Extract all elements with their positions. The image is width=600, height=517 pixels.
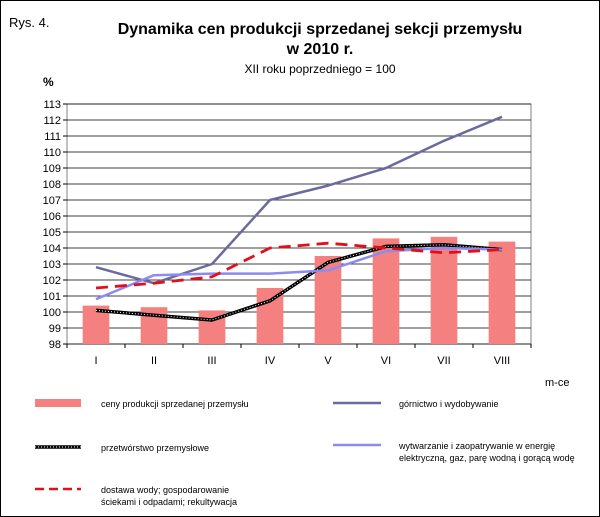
series-line [95, 115, 503, 285]
x-tick-label: VIII [494, 355, 511, 367]
chart-title-line-1: Dynamika cen produkcji sprzedanej sekcji… [117, 21, 523, 38]
legend-label-gornictwo: górnictwo i wydobywanie [399, 399, 499, 409]
y-tick-label: 109 [43, 163, 61, 175]
bar [372, 238, 400, 344]
legend-label-energia-2: elektryczną, gaz, parę wodną i gorącą wo… [399, 453, 575, 463]
chart-title-line-2: w 2010 r. [286, 41, 354, 58]
x-tick-label: VI [381, 355, 391, 367]
legend-label-woda-1: dostawa wody; gospodarowanie [101, 485, 230, 495]
y-tick-label: 113 [43, 99, 61, 111]
y-tick-label: 111 [44, 131, 61, 143]
y-tick-label: 100 [43, 307, 61, 319]
legend-item-energia: wytwarzanie i zaopatrywanie w energię el… [331, 439, 593, 467]
y-tick-label: 103 [43, 259, 61, 271]
legend-label-energia-1: wytwarzanie i zaopatrywanie w energię [399, 441, 556, 451]
x-tick-label: II [151, 355, 157, 367]
y-tick-label: 110 [43, 147, 61, 159]
y-tick-label: 98 [49, 339, 61, 351]
legend-swatch-bar [35, 399, 81, 407]
chart-subtitle: XII roku poprzedniego = 100 [244, 62, 396, 76]
series-line [95, 246, 503, 301]
legend-label-bar: ceny produkcji sprzedanej przemysłu [101, 399, 249, 409]
y-tick-label: 105 [43, 227, 61, 239]
x-tick-label: VII [437, 355, 450, 367]
y-tick-label: 112 [43, 115, 61, 127]
series-line [95, 241, 503, 290]
legend-label-woda-2: ściekami i odpadami; rekultywacja [101, 497, 238, 507]
x-tick-label: I [94, 355, 97, 367]
legend-label-przetworstwo: przetwórstwo przemysłowe [101, 443, 210, 453]
x-tick-label: V [324, 355, 332, 367]
series-line [95, 243, 503, 322]
legend-item-bar: ceny produkcji sprzedanej przemysłu [31, 397, 291, 413]
legend-item-woda: dostawa wody; gospodarowanie ściekami i … [31, 483, 291, 511]
y-tick-label: 101 [43, 291, 61, 303]
x-tick-label: IV [265, 355, 276, 367]
bar [488, 241, 516, 344]
plot-frame [66, 103, 532, 345]
figure-label: Rys. 4. [9, 15, 50, 30]
y-tick-label: 102 [43, 275, 61, 287]
bar [256, 288, 284, 344]
legend-item-przetworstwo: przetwórstwo przemysłowe [31, 441, 291, 457]
y-tick-label: 99 [49, 323, 61, 335]
x-axis-unit: m-ce [545, 377, 570, 389]
bar [430, 236, 458, 344]
y-tick-label: 104 [43, 243, 61, 255]
y-tick-label: 108 [43, 179, 61, 191]
y-axis-unit: % [43, 75, 54, 89]
y-tick-label: 107 [43, 195, 61, 207]
legend-item-gornictwo: górnictwo i wydobywanie [331, 397, 591, 413]
x-tick-label: III [207, 355, 216, 367]
y-tick-label: 106 [43, 211, 61, 223]
